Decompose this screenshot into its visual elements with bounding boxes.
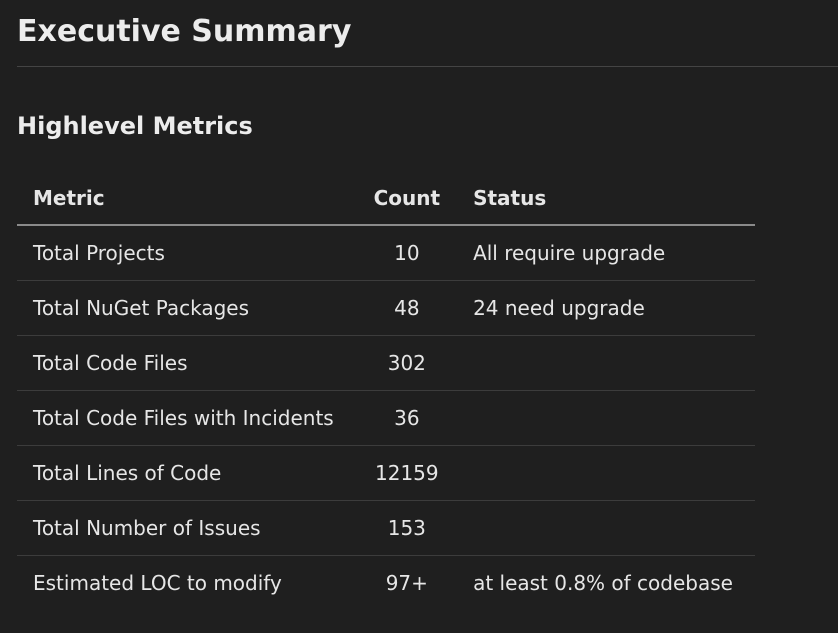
table-cell: 36 [356, 390, 458, 446]
table-cell [457, 500, 755, 556]
table-cell [457, 445, 755, 501]
column-header: Status [457, 172, 755, 226]
table-cell: 24 need upgrade [457, 280, 755, 336]
table-cell: Total Lines of Code [17, 445, 357, 501]
table-cell: All require upgrade [457, 225, 755, 281]
table-row: Total Number of Issues 153 [17, 500, 755, 556]
table-row: Total NuGet Packages 48 24 need upgrade [17, 280, 755, 336]
section-title: Highlevel Metrics [17, 112, 253, 140]
table-cell: 48 [356, 280, 458, 336]
table-row: Total Lines of Code 12159 [17, 445, 755, 501]
table-cell: at least 0.8% of codebase [473, 571, 733, 595]
table-cell [457, 335, 755, 391]
page-title: Executive Summary [17, 14, 352, 49]
table-cell [457, 390, 755, 446]
table-cell: 97+ [385, 571, 428, 595]
table-body: Total Projects 10 All require upgrade Total… [17, 225, 755, 610]
table-cell: Total NuGet Packages [17, 280, 357, 336]
table-cell: Total Code Files [17, 335, 357, 391]
divider [17, 66, 838, 67]
table-cell: 153 [356, 500, 458, 556]
table-cell: 10 [356, 225, 458, 281]
table-cell: Total Number of Issues [17, 500, 357, 556]
column-header: Metric [17, 172, 357, 226]
table-row: Total Code Files with Incidents 36 [17, 390, 755, 446]
table-cell: 12159 [356, 445, 458, 501]
table-cell: Total Code Files with Incidents [17, 390, 357, 446]
table-row: Total Code Files 302 [17, 335, 755, 391]
column-header: Count [356, 172, 458, 226]
table-row: Total Projects 10 All require upgrade [17, 225, 755, 281]
table-cell: Total Projects [17, 225, 357, 281]
header-row: Metric Count Status [17, 172, 755, 226]
table-row: Estimated LOC to modify 97+ at least 0.8% … [17, 556, 755, 611]
table-cell: 302 [356, 335, 458, 391]
metrics-table: Metric Count Status Total Projects 10 All re… [17, 172, 755, 610]
table-cell: Estimated LOC to modify [33, 571, 282, 595]
